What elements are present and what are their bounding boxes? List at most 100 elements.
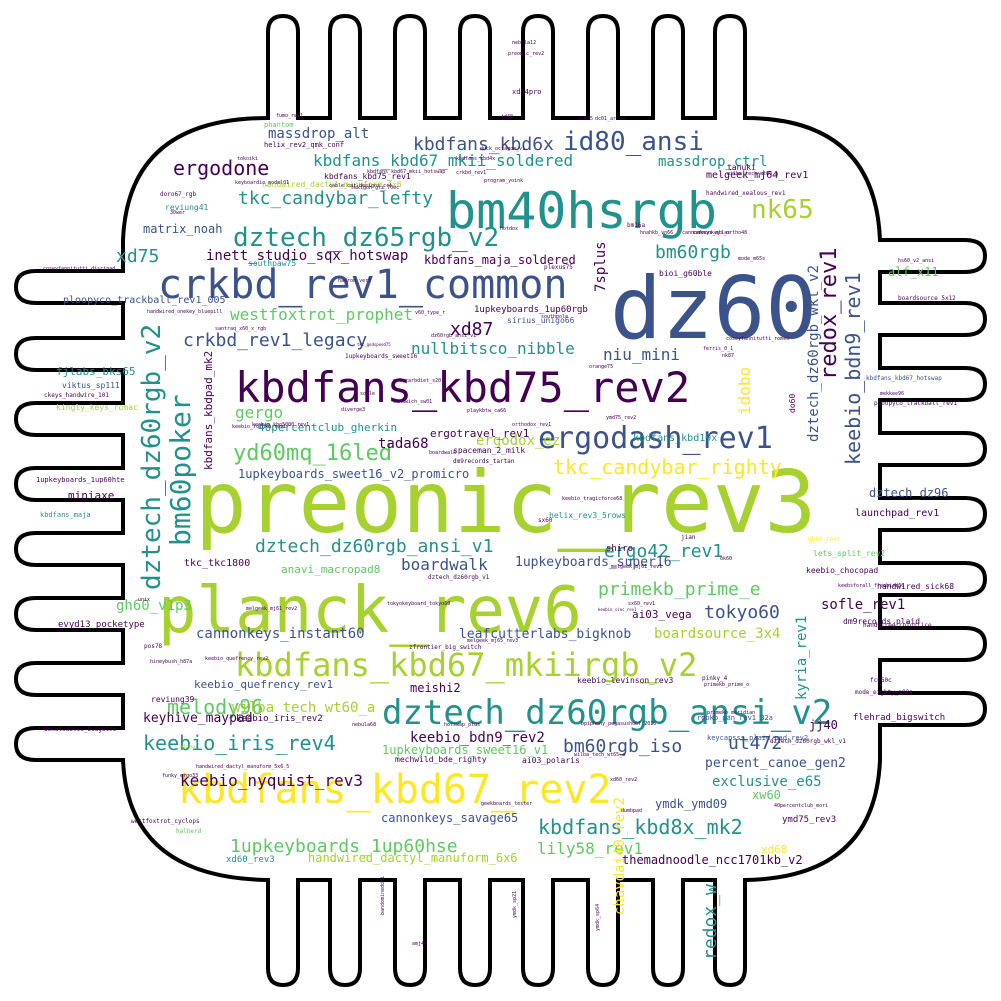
word-139: handwired_onekey_bluepill <box>147 309 222 315</box>
word-21: kbdfans_kbd67_mkii_soldered <box>313 151 573 170</box>
word-42: xd75 <box>116 246 159 267</box>
word-115: spaceman_2_milk <box>453 446 525 455</box>
word-169: xd60_rev2 <box>610 777 637 783</box>
word-192: melgeek_mj65_rev3 <box>467 638 518 644</box>
word-100: keebio_iris_rev2 <box>236 714 323 724</box>
word-16: keebio_iris_rev4 <box>143 731 336 755</box>
word-113: bioi_g60ble <box>659 269 712 278</box>
word-22: redox_rev1 <box>817 248 842 380</box>
word-210: wilba_tech_wt65_a <box>574 752 625 758</box>
word-158: mekkee96 <box>880 391 904 397</box>
word-150: zfrontier_big_switch <box>409 644 482 651</box>
word-40: niu_mini <box>603 345 680 364</box>
word-120: ai03_polaris <box>522 756 580 765</box>
word-203: phantom <box>264 121 294 129</box>
word-15: nk65 <box>751 195 814 225</box>
word-3: planck_rev6 <box>158 574 582 648</box>
word-58: boardsource_3x4 <box>654 626 780 642</box>
word-208: boardwalk <box>429 450 456 456</box>
word-63: percent_canoe_gen2 <box>705 756 846 771</box>
word-14: dztech_dz60rgb_v2 <box>137 324 167 590</box>
word-29: crkbd_rev1_legacy <box>183 330 367 351</box>
word-130: hs60_v2_ansi <box>898 258 934 264</box>
word-92: xd68 <box>761 843 788 856</box>
word-43: redox_w <box>700 884 721 960</box>
word-118: dm9records_tartan <box>453 458 515 465</box>
word-128: ploopyco_trackball_rev1 <box>874 400 957 407</box>
word-149: pinky_4 <box>702 675 728 682</box>
word-79: meishi2 <box>410 681 461 695</box>
word-64: leafcutterlabs_bigknob <box>459 627 631 642</box>
word-107: shiro <box>606 544 633 554</box>
word-180: sx60 <box>538 517 553 524</box>
word-81: kbdfans_kbd19x <box>633 433 717 444</box>
word-4: bm40hsrgb <box>446 182 717 240</box>
word-89: ploopyco_trackball_rev1_005 <box>63 295 226 306</box>
word-140: santraq_x60_x_rgb <box>215 326 266 332</box>
word-62: wilba_tech_wt60_a <box>232 700 375 716</box>
word-47: exclusive_e65 <box>712 774 822 790</box>
word-94: tkc_tkc1800 <box>184 558 250 569</box>
word-1: preonic_rev3 <box>195 453 816 553</box>
word-78: anavi_macropad8 <box>281 563 380 576</box>
word-178: tokoiki <box>237 156 258 162</box>
word-202: v60_type_r <box>415 310 445 316</box>
word-98: 1upkeyboards_1up60rgb <box>474 305 588 315</box>
word-53: dztech_dz60rgb_wkl_v2 <box>806 265 822 442</box>
word-177: program_yoink <box>484 178 523 184</box>
word-175: bm16a <box>627 222 645 229</box>
word-209: 1upkeyboards_sweet16 <box>345 353 418 360</box>
word-93: ai03_vega <box>632 608 692 621</box>
word-183: ymdk_sp21 <box>512 891 518 918</box>
word-77: keebio_quefrency_rev1 <box>194 678 333 691</box>
word-70: dztech_dz96 <box>869 486 948 500</box>
word-176: doro67_rgb <box>160 191 197 198</box>
word-24: dztech_dz60rgb_ansi_v1 <box>255 536 493 557</box>
word-186: duck_octagon_v1 <box>480 146 525 152</box>
word-61: gh60_v1p3 <box>116 598 192 614</box>
word-88: evyd13_pocketype <box>58 620 145 630</box>
word-45: kyria_rev1 <box>794 616 810 700</box>
word-91: launchpad_rev1 <box>855 508 939 519</box>
word-90: jj40 <box>809 718 838 732</box>
word-73: handwired_dactyl_manuform_6x6 <box>308 851 518 865</box>
word-6: crkbd_rev1_common <box>158 262 567 308</box>
word-173: cannonkeys_atlas <box>682 230 730 236</box>
word-59: cannonkeys_instant60 <box>196 626 365 642</box>
word-167: keebio_foldkb_rev1 <box>232 424 286 430</box>
word-181: unix <box>138 597 150 603</box>
word-111: handwired_dactyl_manuform_4x6 <box>262 180 402 189</box>
word-196: kbdfans_kbd4x <box>456 156 495 162</box>
word-102: keebio_chocopad <box>806 566 878 575</box>
word-51: tada68 <box>378 436 429 452</box>
word-199: lck75 <box>578 116 593 122</box>
word-123: westfoxtrot_cyclops <box>131 818 200 825</box>
word-121: rgbkb_pan_rev1_32a <box>697 714 773 722</box>
word-46: lily58_rev1 <box>537 839 643 858</box>
word-172: hotswap_plus <box>444 722 480 728</box>
word-75: ymdk_ymd09 <box>655 797 727 811</box>
word-224: hadron_ver3 <box>338 278 371 284</box>
word-44: gergo <box>235 403 283 422</box>
word-137: 1upkeyboards_1up60hte <box>36 476 125 484</box>
word-168: tkc_godspeed75 <box>357 342 391 347</box>
word-126: handwired_colorlice <box>863 622 932 629</box>
word-133: tanuki <box>727 163 756 172</box>
word-96: do60 <box>788 394 797 413</box>
word-36: keebio_nyquist_rev3 <box>180 771 363 790</box>
word-17: yd60mq_16led <box>233 441 392 466</box>
word-166: gh60_revc <box>808 536 841 543</box>
word-215: dztech_dz60rgb_wkl_v1 <box>770 738 846 745</box>
word-200: 30wer <box>170 210 185 216</box>
word-52: ergodox_ez <box>476 433 560 449</box>
word-34: bm60rgb_iso <box>563 736 682 757</box>
word-222: sandwich_sw01 <box>393 399 432 405</box>
word-191: keebio_tragicforce68 <box>562 496 622 502</box>
word-223: keebio_quefrency_rev2 <box>205 656 268 662</box>
word-198: fumo_rev1 <box>276 113 303 119</box>
word-12: id80_ansi <box>563 127 704 157</box>
word-153: 40percentclub_mori <box>774 803 828 809</box>
word-67: kbdfans_maja_soldered <box>424 253 576 267</box>
word-134: wilba_tech_wt60_a <box>727 171 778 177</box>
